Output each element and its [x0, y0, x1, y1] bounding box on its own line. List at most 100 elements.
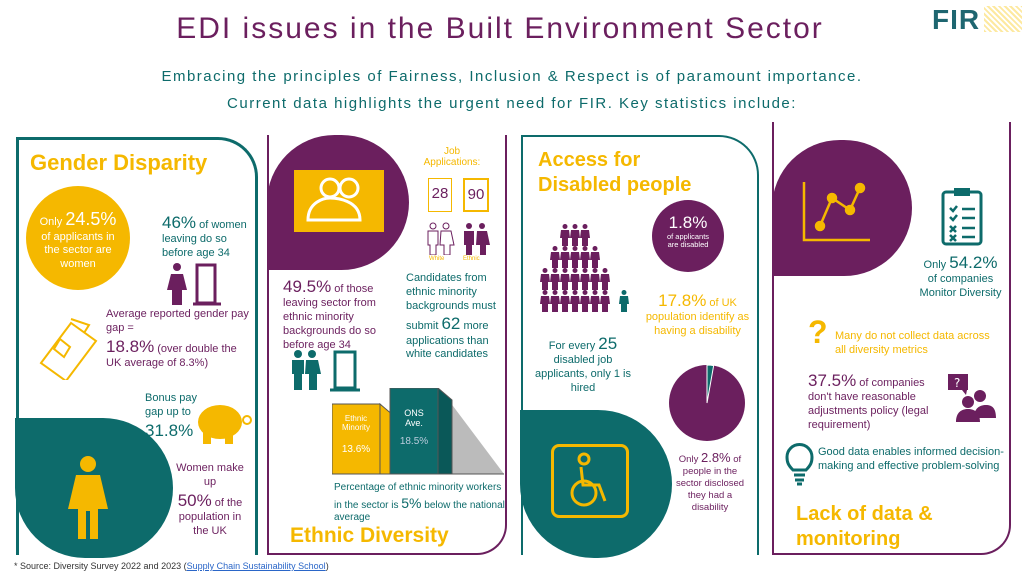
- good-data-text: Good data enables informed decision-maki…: [818, 446, 1004, 472]
- disabled-title-1: Access for: [538, 149, 641, 171]
- population-text: Women make up: [176, 462, 244, 488]
- women-applicants-circle: Only 24.5% of applicants in the sector a…: [26, 186, 130, 290]
- candidates-text: Candidates from ethnic minority backgrou…: [406, 272, 496, 333]
- population-text-2: of the population in the UK: [178, 496, 243, 537]
- ethnic-panel: [267, 135, 507, 555]
- people-pyramid-icon: [540, 224, 629, 312]
- page-title: EDI issues in the Built Environment Sect…: [176, 12, 824, 45]
- pie-text: of people in the sector disclosed they h…: [675, 454, 745, 513]
- bar-ons-value: 18.5%: [399, 436, 429, 447]
- applicant-figure: [590, 290, 600, 312]
- ethnic-leave-text: of those leaving sector from ethnic mino…: [283, 283, 376, 351]
- applicant-figure: [550, 246, 560, 268]
- data-title-1: Lack of data &: [796, 503, 933, 525]
- women-applicants-value: 24.5%: [65, 209, 117, 229]
- source-text: * Source: Diversity Survey 2022 and 2023…: [14, 561, 187, 571]
- source-footer: * Source: Diversity Survey 2022 and 2023…: [14, 561, 329, 571]
- pie-slice-disclosed: [706, 364, 715, 404]
- bonus-gap-value: 31.8%: [145, 420, 194, 440]
- bonus-gap-text: Bonus pay gap up to: [145, 392, 197, 418]
- disabled-applicants-value: 1.8%: [668, 213, 708, 232]
- applicant-figure: [580, 290, 590, 312]
- applicant-figure: [560, 224, 570, 246]
- pay-gap-value: 18.8%: [106, 336, 155, 356]
- pie-pre: Only: [678, 454, 701, 465]
- disabled-applicants-circle: 1.8% of applicants are disabled: [652, 200, 724, 272]
- every-text: For every: [548, 340, 599, 352]
- applicant-figure: [580, 268, 590, 290]
- source-close: ): [325, 561, 329, 571]
- ethnic-comparison-chart: Ethnic Minority 13.6% ONS Ave. 18.5%: [332, 388, 504, 478]
- people-group-icon: [294, 170, 384, 232]
- applicant-figure: [570, 268, 580, 290]
- couple-door-icon: [292, 350, 360, 392]
- question-mark-icon: ?: [808, 314, 828, 350]
- applicant-figure: [590, 268, 600, 290]
- subtitle-line-2: Current data highlights the urgent need …: [227, 95, 797, 112]
- applicant-figure: [580, 246, 590, 268]
- candidates-value: 62: [441, 314, 461, 334]
- pay-gap-text: Average reported gender pay gap =: [106, 308, 249, 334]
- applicant-figure: [540, 290, 550, 312]
- piggy-bank-icon: [198, 405, 252, 444]
- source-link[interactable]: Supply Chain Sustainability School: [186, 561, 326, 571]
- white-people-icon: [427, 222, 455, 255]
- question-people-icon: ?: [948, 374, 996, 422]
- uk-disability-value: 17.8%: [658, 291, 707, 310]
- applicant-figure: [590, 246, 600, 268]
- ethnic-title: Ethnic Diversity: [290, 524, 449, 547]
- every-value: 25: [598, 334, 618, 353]
- monitor-text: of companies Monitor Diversity: [919, 273, 1002, 299]
- applicant-figure: [570, 290, 580, 312]
- applicant-figure: [570, 224, 580, 246]
- pay-gap-rest: (over double the UK average of 8.3%): [106, 342, 237, 369]
- job-applications-label: Job Applications:: [423, 146, 481, 168]
- bar-ethnic-minority-label: Ethnic Minority: [341, 414, 370, 432]
- circle-pre: Only: [39, 216, 66, 228]
- applicant-figure: [560, 246, 570, 268]
- applicant-figure: [560, 268, 570, 290]
- data-purple-shape: [772, 140, 912, 276]
- women-leave-value: 46%: [162, 213, 197, 232]
- applicant-figure: [560, 290, 570, 312]
- applicant-figure: [550, 268, 560, 290]
- wheelchair-icon: [551, 444, 629, 518]
- gender-panel: [16, 137, 258, 555]
- applicant-figure: [600, 290, 610, 312]
- ethnic-leave-value: 49.5%: [283, 277, 332, 296]
- disabled-panel: [521, 135, 759, 555]
- bar-ons-label: ONS Ave.: [404, 408, 424, 428]
- women-applicants-text: of applicants in the sector are women: [41, 230, 115, 271]
- white-label: White: [429, 256, 445, 262]
- population-value: 50%: [177, 490, 212, 510]
- ethnic-people-icon: [464, 223, 490, 255]
- ethnic-label: Ethnic: [463, 256, 480, 262]
- disclosure-pie-chart: [669, 364, 745, 441]
- disabled-title-2: Disabled people: [538, 174, 692, 196]
- adjustments-value: 37.5%: [808, 371, 857, 390]
- ethnic-applications-count: 90: [463, 178, 489, 212]
- cash-icon: [39, 318, 98, 380]
- data-panel: [772, 122, 1011, 555]
- applicant-figure: [580, 224, 590, 246]
- pct-text: Percentage of ethnic minority workers in…: [334, 482, 502, 511]
- woman-icon: [68, 456, 108, 539]
- every-text-2: disabled job applicants, only 1 is hired: [535, 354, 631, 394]
- data-title-2: monitoring: [796, 528, 901, 550]
- applicant-figure: [600, 268, 610, 290]
- monitor-value: 54.2%: [949, 253, 998, 272]
- pie-value: 2.8%: [700, 450, 731, 465]
- hired-figure: [619, 290, 629, 312]
- applicant-figure: [540, 268, 550, 290]
- pct-value: 5%: [401, 494, 422, 511]
- disabled-applicants-text: of applicants are disabled: [666, 231, 710, 249]
- uk-disability-text: of UK population identify as having a di…: [645, 297, 750, 337]
- monitor-pre: Only: [923, 259, 950, 271]
- woman-door-icon: [167, 263, 221, 306]
- clipboard-checklist-icon: [941, 188, 983, 246]
- pct-text-2: below the national average: [334, 499, 505, 524]
- disabled-title: Access for Disabled people: [538, 148, 691, 198]
- white-applications-count: 28: [428, 178, 452, 212]
- women-leave-text: of women leaving do so before age 34: [162, 219, 247, 259]
- candidates-text-2: more applications than white candidates: [406, 320, 489, 361]
